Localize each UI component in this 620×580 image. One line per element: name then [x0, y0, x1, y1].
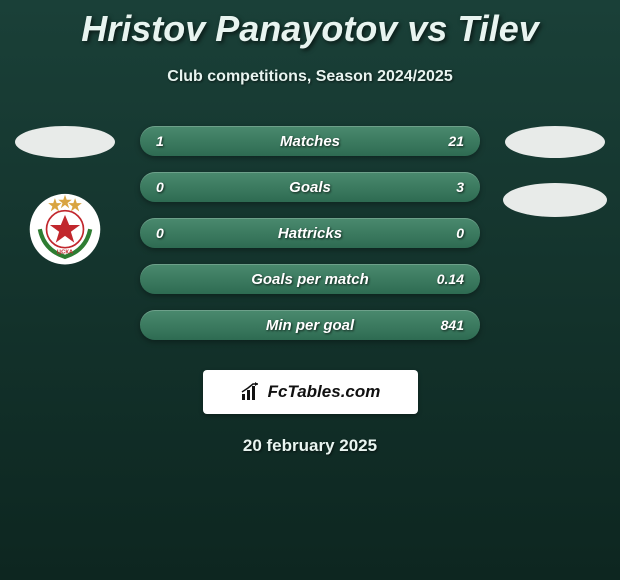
stat-right-value: 3 [434, 179, 464, 195]
stat-right-value: 0 [434, 225, 464, 241]
bar-chart-icon [240, 382, 262, 402]
stat-right-value: 841 [434, 317, 464, 333]
stat-row-hattricks: 0 Hattricks 0 [140, 218, 480, 248]
svg-text:ЦСКА: ЦСКА [57, 250, 74, 256]
stat-label: Hattricks [140, 225, 480, 242]
page-subtitle: Club competitions, Season 2024/2025 [0, 68, 620, 86]
stat-row-goals: 0 Goals 3 [140, 172, 480, 202]
page-title: Hristov Panayotov vs Tilev [0, 0, 620, 50]
stat-label: Goals [140, 179, 480, 196]
right-club-placeholder [503, 183, 607, 217]
stat-left-value: 0 [156, 179, 186, 195]
stat-row-min-per-goal: Min per goal 841 [140, 310, 480, 340]
stat-left-value: 1 [156, 133, 186, 149]
stat-left-value: 0 [156, 225, 186, 241]
left-player-column: ЦСКА [10, 126, 120, 267]
stat-row-matches: 1 Matches 21 [140, 126, 480, 156]
stat-right-value: 0.14 [434, 271, 464, 287]
stat-label: Goals per match [140, 271, 480, 288]
left-player-placeholder [15, 126, 115, 158]
stat-right-value: 21 [434, 133, 464, 149]
brand-text: FcTables.com [268, 382, 381, 402]
stat-label: Min per goal [140, 317, 480, 334]
stats-column: 1 Matches 21 0 Goals 3 0 Hattricks 0 Goa… [140, 126, 480, 340]
stat-row-goals-per-match: Goals per match 0.14 [140, 264, 480, 294]
right-player-placeholder [505, 126, 605, 158]
comparison-container: ЦСКА 1 Matches 21 0 Goals 3 0 Hattricks … [0, 126, 620, 340]
stat-label: Matches [140, 133, 480, 150]
right-player-column [500, 126, 610, 217]
brand-link[interactable]: FcTables.com [203, 370, 418, 414]
left-club-badge: ЦСКА [23, 183, 107, 267]
date-label: 20 february 2025 [0, 436, 620, 456]
